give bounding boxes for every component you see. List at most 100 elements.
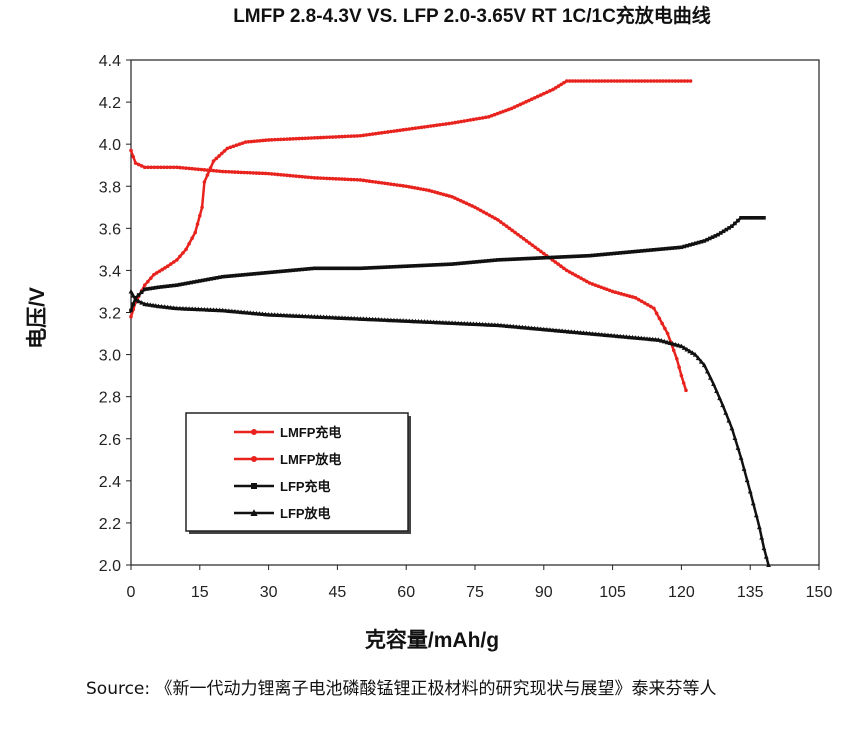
data-point xyxy=(367,266,372,270)
data-point xyxy=(688,79,693,83)
data-point xyxy=(523,256,528,261)
data-point xyxy=(624,79,629,83)
data-point xyxy=(614,333,620,339)
y-tick-label: 4.2 xyxy=(99,95,121,112)
data-point xyxy=(379,131,384,135)
data-point xyxy=(573,79,578,83)
data-point xyxy=(461,320,467,326)
data-point xyxy=(139,290,144,294)
data-point xyxy=(358,178,363,182)
data-point xyxy=(461,200,466,204)
data-point xyxy=(300,267,305,272)
data-point xyxy=(571,329,577,335)
data-point xyxy=(337,266,341,271)
data-point xyxy=(499,257,503,262)
data-point xyxy=(501,323,507,328)
data-point xyxy=(376,317,382,322)
data-point xyxy=(382,265,387,269)
data-point xyxy=(349,177,353,182)
data-point xyxy=(569,254,574,259)
data-point xyxy=(318,176,323,180)
data-point xyxy=(410,185,414,190)
data-point xyxy=(701,362,707,368)
data-point xyxy=(447,121,451,126)
data-point xyxy=(620,334,626,339)
data-point xyxy=(607,288,612,293)
data-point xyxy=(168,284,173,288)
data-point xyxy=(257,311,262,316)
data-point xyxy=(352,134,357,138)
data-point xyxy=(160,267,164,272)
data-point xyxy=(156,303,161,309)
data-point xyxy=(602,332,608,337)
data-point xyxy=(559,82,564,87)
data-point xyxy=(480,321,486,327)
data-point xyxy=(215,275,219,280)
data-point xyxy=(321,176,326,181)
data-point xyxy=(578,330,583,335)
data-point xyxy=(142,165,147,170)
data-point xyxy=(585,79,589,83)
data-point xyxy=(636,297,641,302)
data-point xyxy=(747,488,753,494)
data-point xyxy=(556,262,560,266)
data-point xyxy=(456,120,460,124)
data-point xyxy=(266,312,271,317)
data-point xyxy=(453,120,457,125)
data-point xyxy=(438,262,442,267)
data-point xyxy=(195,306,201,312)
data-point xyxy=(667,246,671,251)
data-point xyxy=(139,164,144,168)
data-point xyxy=(630,334,635,340)
data-point xyxy=(370,179,375,184)
data-point xyxy=(548,89,552,93)
data-point xyxy=(294,136,298,141)
data-point xyxy=(483,115,488,120)
data-point xyxy=(536,247,540,252)
data-point xyxy=(330,314,336,320)
data-point xyxy=(704,368,710,374)
data-point xyxy=(261,271,265,275)
series-2 xyxy=(129,148,688,393)
data-point xyxy=(572,254,577,259)
data-point xyxy=(425,124,430,129)
data-point xyxy=(658,247,662,252)
legend-label: LMFP放电 xyxy=(280,452,341,467)
data-point xyxy=(327,135,332,139)
data-point xyxy=(468,260,473,265)
data-point xyxy=(492,322,498,327)
data-point xyxy=(346,134,350,139)
data-point xyxy=(309,175,314,180)
data-point xyxy=(175,165,179,170)
data-point xyxy=(679,343,684,349)
data-point xyxy=(229,308,235,314)
data-point xyxy=(679,373,684,378)
data-point xyxy=(535,94,540,99)
data-point xyxy=(421,187,426,192)
data-point xyxy=(622,292,626,297)
data-point xyxy=(180,282,185,286)
data-point xyxy=(151,286,155,290)
data-point xyxy=(297,267,301,272)
data-point xyxy=(464,201,469,206)
data-point xyxy=(570,79,575,83)
data-point xyxy=(404,184,409,189)
x-tick-label: 90 xyxy=(535,584,553,601)
series-4 xyxy=(128,288,771,567)
data-point xyxy=(334,135,338,139)
data-point xyxy=(428,319,434,325)
data-point xyxy=(427,188,431,193)
data-point xyxy=(751,216,755,220)
data-point xyxy=(428,263,433,267)
data-point xyxy=(424,188,429,192)
data-point xyxy=(748,216,752,220)
data-point xyxy=(296,313,302,319)
data-point xyxy=(398,264,402,269)
data-point xyxy=(430,189,434,194)
data-point xyxy=(615,251,619,255)
data-point xyxy=(385,317,391,323)
data-point xyxy=(318,135,323,140)
data-point xyxy=(228,145,233,150)
data-point xyxy=(481,210,486,214)
data-point xyxy=(154,271,159,275)
